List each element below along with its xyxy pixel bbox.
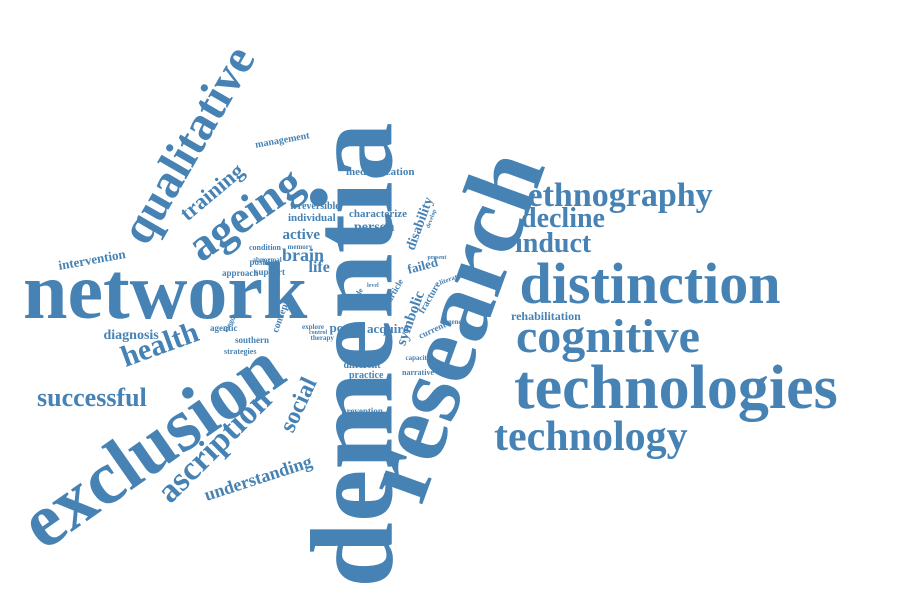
word-southern: southern xyxy=(235,334,270,345)
word-different: different xyxy=(343,360,381,371)
word-control: control xyxy=(309,330,328,336)
word-person: person xyxy=(354,220,395,235)
word-successful: successful xyxy=(37,383,147,412)
word-level: level xyxy=(367,283,379,289)
word-irreversible: irreversible xyxy=(290,201,340,212)
word-active: active xyxy=(282,226,320,243)
word-characterize: characterize xyxy=(349,207,408,220)
word-practice: practice xyxy=(349,370,384,381)
word-acquire: acquire xyxy=(367,320,409,336)
word-network: network xyxy=(23,248,308,336)
word-condition: condition xyxy=(249,243,282,252)
word-cognitive: cognitive xyxy=(516,310,700,363)
word-rehabilitation: rehabilitation xyxy=(511,309,581,323)
word-medicalization: medicalization xyxy=(346,165,415,178)
word-agentic: agentic xyxy=(210,322,238,333)
word-diagnosis: diagnosis xyxy=(103,328,159,343)
word-decline: decline xyxy=(521,203,605,234)
word-ethnography: ethnography xyxy=(527,177,713,214)
word-position: position xyxy=(249,256,281,267)
word-brain: brain xyxy=(282,245,325,265)
word-individual: individual xyxy=(288,211,336,224)
word-prevention: prevention xyxy=(341,405,383,416)
word-power: power xyxy=(329,319,365,335)
word-technologies: technologies xyxy=(514,354,838,422)
word-support: support xyxy=(255,266,286,277)
word-distinction: distinction xyxy=(519,251,781,316)
word-therapy: therapy xyxy=(310,333,334,342)
word-approach: approach xyxy=(222,267,259,278)
word-technology: technology xyxy=(494,414,688,460)
word-capacity: capacity xyxy=(405,353,431,362)
word-agency: agency xyxy=(444,317,466,326)
word-ability: ability xyxy=(373,267,390,273)
word-explore: explore xyxy=(302,322,325,331)
word-narrative: narrative xyxy=(402,368,434,377)
word-memory: memory xyxy=(287,242,313,251)
word-induct: induct xyxy=(515,228,592,259)
word-life: life xyxy=(308,259,330,276)
word-abnormal: abnormal xyxy=(252,255,282,264)
word-present: present xyxy=(427,255,447,261)
word-strategies: strategies xyxy=(224,347,257,356)
